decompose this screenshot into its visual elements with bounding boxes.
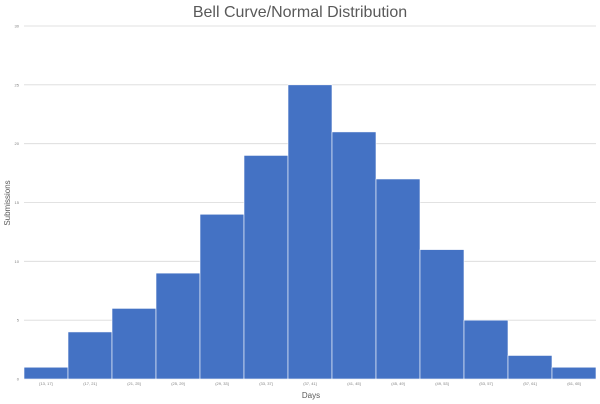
x-tick-label: (41, 45] (347, 381, 361, 386)
y-tick-label: 25 (15, 82, 20, 87)
bar-5 (243, 155, 289, 380)
x-tick-label: (33, 37] (259, 381, 273, 386)
y-tick-label: 30 (15, 24, 20, 29)
bar-2 (111, 308, 157, 380)
bar-12 (551, 366, 597, 380)
x-tick-label: (57, 61] (523, 381, 537, 386)
bar-4 (199, 213, 245, 380)
x-tick-labels: [13, 17] (17, 21] (21, 25] (25, 29] (29, 33]… (39, 381, 580, 386)
x-axis-title: Days (302, 391, 320, 400)
bar-8 (375, 178, 421, 380)
y-tick-label: 5 (17, 318, 20, 323)
bar-7 (331, 131, 377, 380)
bar-6 (287, 84, 333, 380)
y-tick-label: 0 (17, 377, 20, 382)
x-tick-label: (61, 65] (567, 381, 581, 386)
bar-11 (507, 355, 553, 380)
x-tick-label: (45, 49] (391, 381, 405, 386)
bars (23, 84, 597, 380)
x-tick-label: (17, 21] (83, 381, 97, 386)
x-tick-label: (53, 57] (479, 381, 493, 386)
y-tick-labels: 0 5 10 15 20 25 30 (15, 24, 20, 382)
y-tick-label: 20 (15, 141, 20, 146)
bar-1 (67, 331, 113, 380)
bar-3 (155, 272, 201, 380)
bar-10 (463, 319, 509, 380)
bar-9 (419, 249, 465, 380)
x-tick-label: (49, 53] (435, 381, 449, 386)
y-tick-label: 15 (15, 200, 20, 205)
y-tick-label: 10 (15, 259, 20, 264)
x-tick-label: (21, 25] (127, 381, 141, 386)
x-tick-label: [13, 17] (39, 381, 52, 386)
chart-title: Bell Curve/Normal Distribution (192, 4, 408, 21)
x-tick-label: (37, 41] (303, 381, 317, 386)
x-tick-label: (25, 29] (171, 381, 185, 386)
x-tick-label: (29, 33] (215, 381, 229, 386)
y-axis-title: Submissions (3, 180, 12, 225)
bar-0 (23, 366, 69, 380)
